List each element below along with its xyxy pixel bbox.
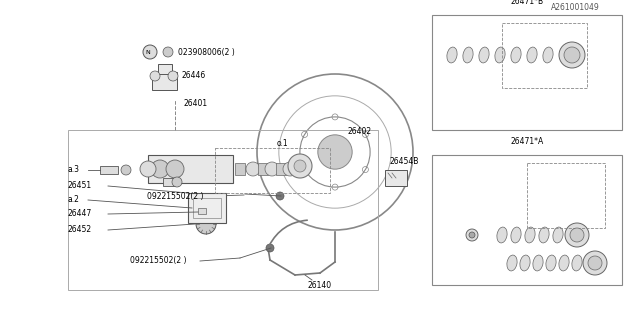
Text: o.1: o.1 [552,156,564,164]
Circle shape [246,162,260,176]
Circle shape [196,214,216,234]
Bar [215,148,330,193]
Bar [432,155,622,285]
Circle shape [151,160,169,178]
Ellipse shape [559,255,569,271]
Ellipse shape [553,227,563,243]
Circle shape [570,228,584,242]
Text: 26447: 26447 [68,210,92,219]
Bar [258,163,268,175]
Circle shape [266,244,274,252]
Circle shape [583,251,607,275]
Circle shape [199,203,213,217]
Text: a.3: a.3 [440,230,452,239]
Text: 023908006(2 ): 023908006(2 ) [178,47,235,57]
Circle shape [163,47,173,57]
Ellipse shape [520,255,530,271]
Circle shape [166,160,184,178]
Text: o.1: o.1 [532,15,543,25]
Ellipse shape [463,47,473,63]
Bar [68,130,378,290]
Ellipse shape [511,227,521,243]
Ellipse shape [546,255,556,271]
Ellipse shape [543,47,553,63]
Circle shape [318,135,352,169]
Bar [188,193,226,223]
Text: 26140: 26140 [308,281,332,290]
Bar [193,198,221,218]
Bar [163,178,178,186]
Ellipse shape [533,255,543,271]
Circle shape [276,192,284,200]
Text: 092215502(2 ): 092215502(2 ) [130,257,186,266]
Text: 26402: 26402 [348,127,372,137]
Text: o.1: o.1 [277,139,289,148]
Circle shape [288,154,312,178]
Bar [198,208,206,214]
Bar [152,72,177,90]
Circle shape [265,162,279,176]
Circle shape [168,71,178,81]
Ellipse shape [447,47,457,63]
Bar [158,64,172,74]
Circle shape [496,190,508,202]
Text: a.2: a.2 [68,196,80,204]
Circle shape [121,165,131,175]
Text: 26454B: 26454B [390,156,419,165]
Ellipse shape [539,227,549,243]
Circle shape [588,256,602,270]
Ellipse shape [497,227,507,243]
Bar [432,15,622,130]
Bar [276,163,286,175]
Circle shape [172,177,182,187]
Circle shape [150,71,160,81]
Text: 90371D: 90371D [450,211,480,220]
Text: 26451: 26451 [68,181,92,190]
Bar [148,155,233,183]
Text: 26452: 26452 [68,226,92,235]
Circle shape [202,206,210,214]
Circle shape [143,45,157,59]
Ellipse shape [511,47,521,63]
Text: a.2: a.2 [440,259,452,268]
Text: 092215502(2 ): 092215502(2 ) [147,191,204,201]
Ellipse shape [525,227,535,243]
Text: 26446: 26446 [182,71,206,81]
Ellipse shape [507,255,517,271]
Bar [502,23,587,88]
Circle shape [294,160,306,172]
Bar [100,166,118,174]
Ellipse shape [572,255,582,271]
Text: a.3: a.3 [68,165,80,174]
Text: 26401: 26401 [183,99,207,108]
Text: N: N [146,50,150,54]
Text: 26471*B: 26471*B [511,0,543,6]
Ellipse shape [479,47,489,63]
Circle shape [466,229,478,241]
Circle shape [283,162,297,176]
Bar [385,170,407,186]
Circle shape [140,161,156,177]
Bar [462,182,484,202]
Ellipse shape [495,47,505,63]
Circle shape [565,223,589,247]
Bar [235,163,245,175]
Circle shape [559,42,585,68]
Ellipse shape [527,47,537,63]
Text: 26471*A: 26471*A [510,137,543,146]
Text: A261001049: A261001049 [551,4,600,12]
Bar [527,163,605,228]
Circle shape [564,47,580,63]
Circle shape [469,232,475,238]
